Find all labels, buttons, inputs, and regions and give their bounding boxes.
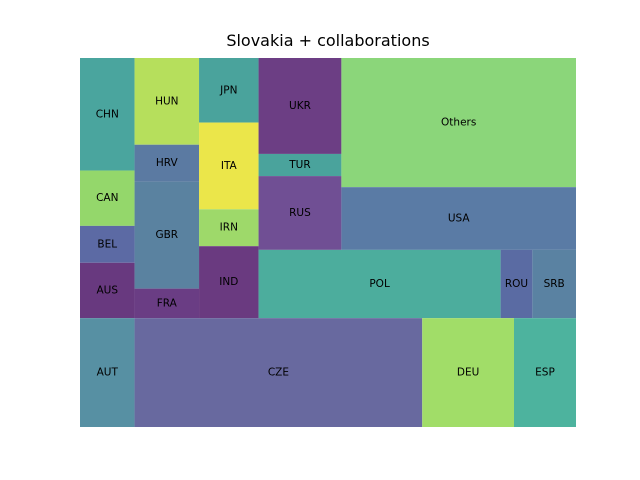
tile-others [341,58,576,188]
tile-label-deu: DEU [457,367,479,379]
tile-label-aut: AUT [97,367,119,379]
tile-label-ind: IND [219,276,238,288]
tile-label-hun: HUN [155,95,178,107]
tile-irn [199,209,259,247]
tile-hun [134,58,200,145]
tile-srb [532,249,576,319]
tile-label-others: Others [441,117,476,129]
tile-deu [422,318,514,427]
tile-aus [80,262,135,319]
tile-rus [258,176,342,250]
tile-ita [199,122,259,210]
tile-aut [80,318,135,427]
tile-label-esp: ESP [535,367,555,379]
tile-esp [514,318,576,427]
tile-label-ukr: UKR [289,100,311,112]
tile-jpn [199,58,259,123]
tile-hrv [134,144,200,182]
tile-can [80,170,135,226]
tile-label-chn: CHN [96,108,119,120]
tile-label-can: CAN [96,192,118,204]
tile-rou [500,249,533,319]
tile-cze [134,318,423,427]
tile-label-pol: POL [369,278,390,290]
tile-label-usa: USA [448,213,471,225]
tile-label-ita: ITA [221,160,238,172]
tile-ind [199,246,259,319]
tile-label-irn: IRN [220,222,238,234]
tile-tur [258,153,342,177]
tile-usa [341,187,576,250]
tile-chn [80,58,135,171]
tile-label-fra: FRA [157,297,178,309]
tile-label-tur: TUR [288,159,310,171]
tile-label-srb: SRB [544,278,565,290]
tile-label-hrv: HRV [156,157,179,169]
tile-label-rus: RUS [289,207,311,219]
tile-label-bel: BEL [97,238,117,250]
tile-label-rou: ROU [505,278,528,290]
tile-gbr [134,181,200,289]
tile-bel [80,225,135,263]
tile-fra [134,288,200,319]
tile-pol [258,249,501,319]
chart-title: Slovakia + collaborations [226,31,430,50]
tile-label-jpn: JPN [219,84,237,96]
tile-ukr [258,58,342,154]
tile-label-aus: AUS [97,284,119,296]
tile-label-cze: CZE [268,367,289,379]
tile-label-gbr: GBR [155,229,178,241]
